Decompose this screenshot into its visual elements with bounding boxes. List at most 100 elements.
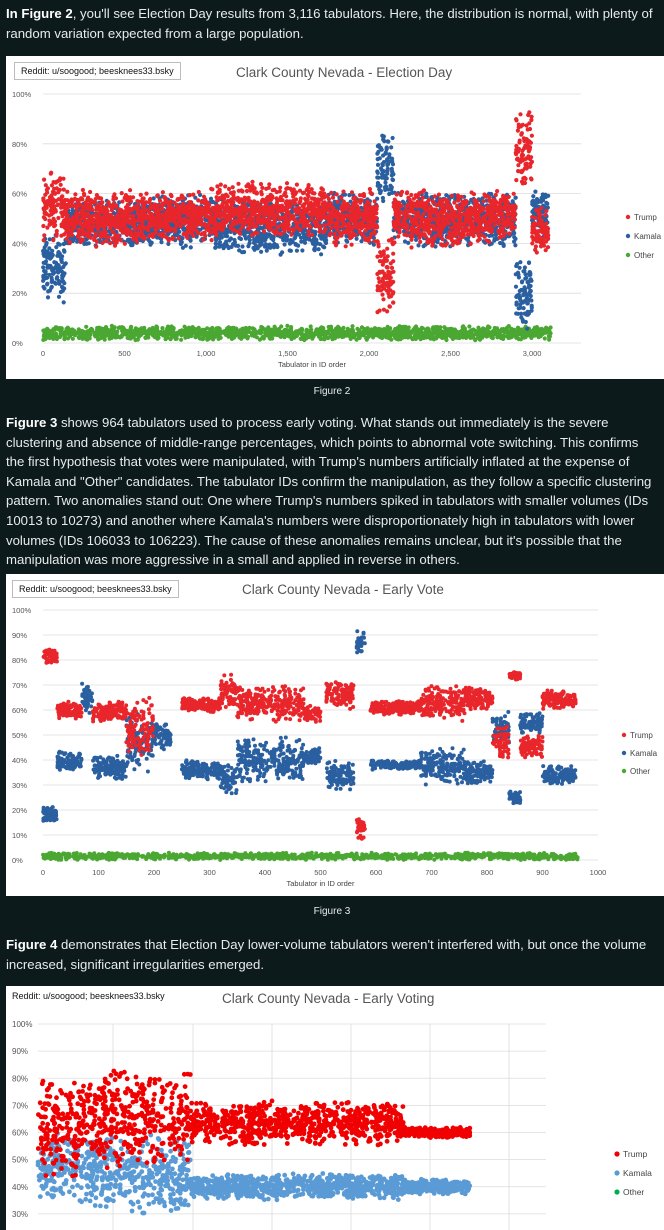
data-point-other (145, 329, 150, 334)
data-point-kamala (56, 268, 62, 273)
data-point-kamala (520, 279, 525, 284)
data-point-other (119, 334, 124, 339)
data-point-trump (74, 217, 79, 222)
data-point-trump (51, 238, 56, 243)
data-point-kamala (529, 308, 534, 313)
data-point-trump (160, 190, 165, 195)
x-tick-label: 500 (118, 349, 131, 358)
data-point-kamala (531, 194, 536, 199)
data-point-kamala (43, 271, 48, 276)
data-point-other (277, 326, 282, 332)
data-point-kamala (261, 234, 266, 239)
data-point-other (263, 327, 269, 332)
data-point-trump (55, 203, 60, 208)
data-point-trump (108, 241, 113, 246)
data-point-other (397, 330, 402, 335)
data-point-trump (41, 215, 47, 220)
data-point-trump (119, 238, 124, 243)
data-point-other (478, 334, 483, 339)
data-point-kamala (53, 281, 58, 286)
data-point-trump (86, 207, 91, 212)
data-point-other (448, 326, 453, 332)
data-point-trump (114, 221, 119, 226)
y-tick-label: 0% (12, 339, 23, 348)
data-point-other (231, 335, 237, 340)
data-point-other (160, 326, 165, 331)
data-point-kamala (86, 241, 91, 246)
data-point-trump (47, 222, 52, 227)
data-point-trump (125, 202, 130, 207)
data-point-trump (120, 199, 125, 204)
data-point-other (451, 333, 456, 338)
data-point-other (121, 325, 126, 331)
data-point-kamala (354, 236, 359, 241)
data-point-kamala (259, 249, 264, 254)
data-point-other (417, 335, 422, 340)
data-point-trump (93, 231, 98, 236)
data-point-kamala (59, 257, 64, 262)
data-point-other (518, 332, 523, 337)
data-point-trump (64, 236, 69, 242)
data-point-other (460, 328, 465, 333)
data-point-other (101, 335, 106, 340)
data-point-kamala (299, 239, 304, 244)
data-point-kamala (383, 187, 388, 192)
data-point-other (182, 324, 187, 329)
data-point-trump (117, 207, 122, 212)
data-point-kamala (533, 189, 538, 194)
data-point-other (461, 324, 466, 329)
data-point-other (347, 330, 352, 335)
data-point-other (500, 335, 505, 340)
data-point-trump (85, 211, 91, 217)
figure-2-chart: 0% 20% 40% 60% 80% 100% 0 500 1,000 1,500 2,000 2,5… (6, 56, 664, 379)
data-point-kamala (531, 198, 536, 203)
data-point-other (443, 336, 448, 341)
data-point-kamala (50, 253, 55, 258)
data-point-trump (107, 215, 112, 220)
data-point-trump (51, 216, 56, 221)
data-point-other (447, 331, 452, 336)
data-point-kamala (375, 175, 380, 180)
data-point-trump (98, 215, 103, 220)
data-point-other (515, 325, 521, 330)
data-point-kamala (514, 311, 519, 316)
data-point-kamala (269, 233, 274, 239)
data-point-trump (80, 187, 85, 193)
data-point-other (264, 331, 269, 336)
data-point-kamala (385, 166, 390, 171)
data-point-trump (64, 217, 69, 222)
data-point-other (214, 331, 220, 336)
data-point-other (512, 332, 517, 337)
data-point-other (473, 337, 478, 342)
data-point-other (507, 333, 512, 338)
data-point-kamala (525, 326, 530, 331)
data-point-other (107, 336, 112, 341)
x-tick-label: 2,500 (441, 349, 460, 358)
data-point-other (401, 334, 407, 339)
data-point-trump (134, 239, 140, 244)
data-point-other (272, 324, 277, 329)
data-point-other (66, 336, 71, 341)
data-point-other (387, 327, 392, 332)
data-point-kamala (49, 275, 54, 280)
data-point-trump (43, 183, 48, 188)
data-point-trump (80, 211, 85, 216)
data-point-trump (42, 177, 47, 182)
data-point-kamala (526, 260, 532, 265)
data-point-other (95, 325, 100, 331)
data-point-kamala (516, 306, 521, 311)
data-point-kamala (376, 143, 381, 148)
data-point-trump (54, 228, 59, 234)
data-point-trump (97, 195, 102, 200)
data-point-other (420, 326, 425, 331)
data-point-trump (83, 203, 89, 208)
data-point-kamala (381, 135, 386, 140)
data-point-other (168, 337, 173, 342)
data-point-other (473, 328, 478, 333)
data-point-other (537, 328, 542, 334)
data-point-kamala (391, 172, 396, 177)
data-point-kamala (293, 241, 298, 247)
data-point-trump (41, 206, 46, 211)
data-point-kamala (54, 245, 59, 250)
data-point-other (154, 326, 159, 331)
